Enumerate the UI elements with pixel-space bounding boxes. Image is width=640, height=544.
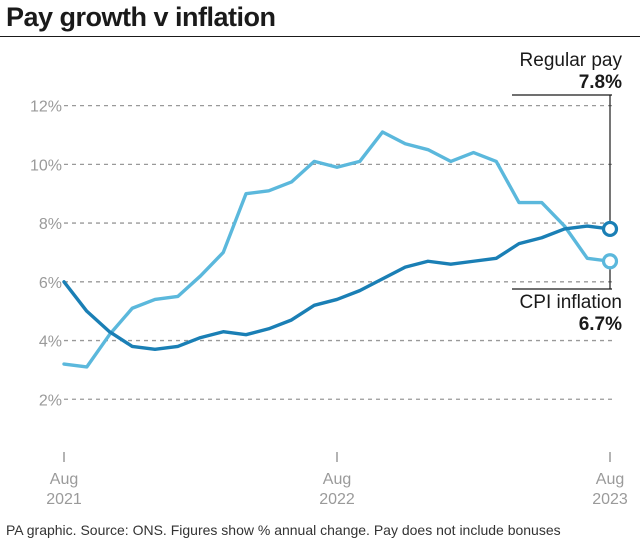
- x-tick-year: 2021: [46, 491, 82, 508]
- regular-pay-callout-value: 7.8%: [578, 72, 622, 93]
- gridlines: [64, 104, 612, 400]
- y-axis-ticks: 2% 4% 6% 8% 10% 12%: [30, 99, 62, 410]
- y-tick-label: 2%: [39, 392, 62, 409]
- series-lines: [62, 130, 612, 369]
- x-tick-month: Aug: [323, 471, 351, 488]
- regular-pay-line: [62, 224, 612, 352]
- x-tick-year: 2022: [319, 491, 355, 508]
- x-axis-ticks: Aug 2021 Aug 2022 Aug 2023: [46, 452, 628, 508]
- callout-lines: [512, 94, 612, 290]
- source-footer: PA graphic. Source: ONS. Figures show % …: [6, 522, 561, 538]
- x-tick-month: Aug: [596, 471, 624, 488]
- x-tick-year: 2023: [592, 491, 628, 508]
- y-tick-label: 8%: [39, 216, 62, 233]
- y-tick-label: 12%: [30, 99, 62, 116]
- cpi-inflation-end-marker: [601, 253, 619, 270]
- chart-title: Pay growth v inflation: [6, 2, 276, 32]
- regular-pay-callout-label: Regular pay: [519, 50, 622, 71]
- cpi-callout-value: 6.7%: [578, 314, 622, 335]
- cpi-callout-label: CPI inflation: [519, 292, 622, 313]
- cpi-inflation-line: [62, 130, 612, 369]
- end-markers: [601, 220, 619, 270]
- regular-pay-end-marker: [601, 220, 619, 238]
- y-tick-label: 4%: [39, 334, 62, 351]
- y-tick-label: 6%: [39, 275, 62, 292]
- x-tick-month: Aug: [50, 471, 78, 488]
- y-tick-label: 10%: [30, 157, 62, 174]
- title-divider: [0, 36, 640, 37]
